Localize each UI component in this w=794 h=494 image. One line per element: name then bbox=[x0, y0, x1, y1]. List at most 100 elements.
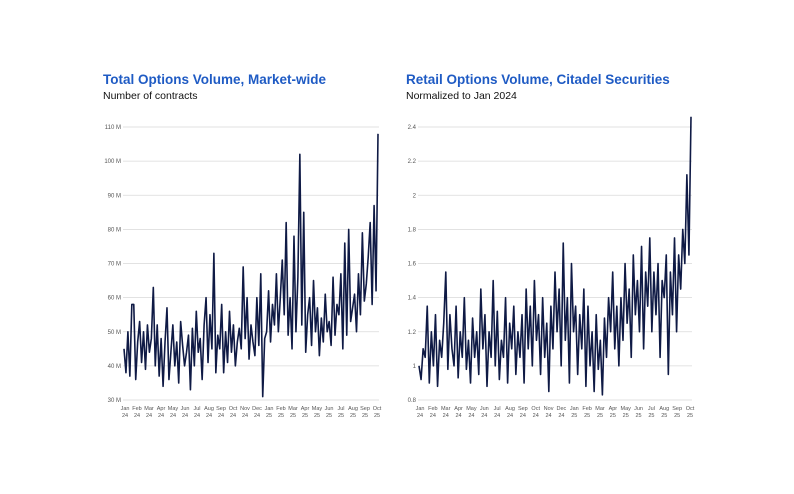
x-tick-label-month: Jun bbox=[634, 406, 643, 412]
chart-title: Total Options Volume, Market-wide bbox=[103, 72, 327, 87]
x-tick-label-month: May bbox=[168, 406, 179, 412]
y-tick-label: 1.6 bbox=[408, 262, 417, 268]
x-tick-label-year: 24 bbox=[546, 413, 552, 419]
x-tick-label-year: 24 bbox=[182, 413, 188, 419]
x-tick-label-year: 24 bbox=[146, 413, 152, 419]
x-tick-label-year: 25 bbox=[326, 413, 332, 419]
x-tick-label-year: 25 bbox=[584, 413, 590, 419]
y-tick-label: 110 M bbox=[105, 125, 121, 131]
x-tick-label-year: 25 bbox=[350, 413, 356, 419]
x-tick-label-year: 25 bbox=[610, 413, 616, 419]
x-tick-label-year: 24 bbox=[194, 413, 200, 419]
x-tick-label-year: 25 bbox=[302, 413, 308, 419]
x-tick-label-year: 25 bbox=[597, 413, 603, 419]
x-tick-label-month: Sep bbox=[216, 406, 226, 412]
x-tick-label-year: 25 bbox=[571, 413, 577, 419]
x-tick-label-year: 24 bbox=[158, 413, 164, 419]
x-tick-label-year: 25 bbox=[636, 413, 642, 419]
x-tick-label-year: 25 bbox=[674, 413, 680, 419]
x-tick-label-year: 24 bbox=[170, 413, 176, 419]
x-tick-label-month: Apr bbox=[157, 406, 166, 412]
x-tick-label-year: 25 bbox=[374, 413, 380, 419]
chart-subtitle: Normalized to Jan 2024 bbox=[406, 90, 517, 102]
y-tick-label: 90 M bbox=[108, 193, 121, 199]
y-tick-label: 100 M bbox=[104, 159, 121, 165]
x-tick-label-month: Sep bbox=[360, 406, 370, 412]
x-tick-label-year: 25 bbox=[266, 413, 272, 419]
x-tick-label-month: Jun bbox=[325, 406, 334, 412]
x-tick-label-year: 24 bbox=[122, 413, 128, 419]
x-tick-label-month: Jan bbox=[265, 406, 274, 412]
x-tick-label-month: Nov bbox=[240, 406, 250, 412]
y-tick-label: 0.8 bbox=[408, 398, 417, 404]
x-tick-label-month: Jul bbox=[648, 406, 655, 412]
x-tick-label-month: Aug bbox=[204, 406, 214, 412]
chart-panel-market-wide: Total Options Volume, Market-wide Number… bbox=[103, 0, 403, 494]
x-tick-label-month: Mar bbox=[288, 406, 298, 412]
x-tick-label-year: 25 bbox=[314, 413, 320, 419]
x-tick-label-month: Apr bbox=[301, 406, 310, 412]
y-tick-label: 2.4 bbox=[408, 125, 417, 131]
y-tick-label: 80 M bbox=[108, 227, 121, 233]
x-tick-label-month: Apr bbox=[609, 406, 618, 412]
x-tick-label-month: Feb bbox=[582, 406, 591, 412]
x-tick-label-year: 24 bbox=[468, 413, 474, 419]
y-tick-label: 1.2 bbox=[408, 330, 417, 336]
y-tick-label: 2.2 bbox=[408, 159, 417, 165]
x-tick-label-year: 24 bbox=[494, 413, 500, 419]
x-tick-label-month: Feb bbox=[428, 406, 437, 412]
x-tick-label-month: Dec bbox=[252, 406, 262, 412]
series-line bbox=[418, 116, 692, 396]
x-tick-label-month: May bbox=[621, 406, 632, 412]
x-tick-label-month: Oct bbox=[531, 406, 540, 412]
x-tick-label-month: Oct bbox=[373, 406, 382, 412]
x-tick-label-year: 25 bbox=[648, 413, 654, 419]
x-tick-label-month: May bbox=[466, 406, 477, 412]
x-tick-label-month: Jul bbox=[337, 406, 344, 412]
x-tick-label-year: 24 bbox=[520, 413, 526, 419]
x-tick-label-month: Apr bbox=[454, 406, 463, 412]
x-tick-label-year: 25 bbox=[278, 413, 284, 419]
x-tick-label-month: Jun bbox=[480, 406, 489, 412]
y-tick-label: 1.4 bbox=[408, 296, 417, 302]
chart-panel-citadel-retail: Retail Options Volume, Citadel Securitie… bbox=[406, 0, 706, 494]
x-tick-label-year: 24 bbox=[230, 413, 236, 419]
x-tick-label-year: 24 bbox=[443, 413, 449, 419]
x-tick-label-year: 25 bbox=[623, 413, 629, 419]
y-tick-label: 30 M bbox=[108, 398, 121, 404]
x-tick-label-year: 25 bbox=[338, 413, 344, 419]
y-tick-label: 1.8 bbox=[408, 227, 417, 233]
x-tick-label-year: 24 bbox=[533, 413, 539, 419]
x-tick-label-month: Jan bbox=[121, 406, 130, 412]
x-tick-label-month: Aug bbox=[659, 406, 669, 412]
x-tick-label-month: Jun bbox=[181, 406, 190, 412]
x-tick-label-year: 24 bbox=[430, 413, 436, 419]
y-tick-label: 60 M bbox=[108, 296, 121, 302]
x-tick-label-year: 24 bbox=[242, 413, 248, 419]
x-tick-label-year: 24 bbox=[134, 413, 140, 419]
x-tick-label-month: Jul bbox=[193, 406, 200, 412]
x-tick-label-year: 24 bbox=[507, 413, 513, 419]
x-tick-label-month: Jul bbox=[494, 406, 501, 412]
x-tick-label-month: Sep bbox=[518, 406, 528, 412]
y-tick-label: 1 bbox=[413, 364, 417, 370]
x-tick-label-month: Feb bbox=[132, 406, 141, 412]
x-tick-label-year: 24 bbox=[206, 413, 212, 419]
x-tick-label-month: Jan bbox=[570, 406, 579, 412]
x-tick-label-year: 25 bbox=[661, 413, 667, 419]
x-tick-label-month: Feb bbox=[276, 406, 285, 412]
y-tick-label: 50 M bbox=[108, 330, 121, 336]
x-tick-label-year: 24 bbox=[417, 413, 423, 419]
x-tick-label-year: 24 bbox=[558, 413, 564, 419]
x-tick-label-month: Nov bbox=[544, 406, 554, 412]
chart-title: Retail Options Volume, Citadel Securitie… bbox=[406, 72, 670, 87]
x-tick-label-year: 24 bbox=[481, 413, 487, 419]
y-tick-label: 70 M bbox=[108, 262, 121, 268]
x-tick-label-month: Oct bbox=[229, 406, 238, 412]
x-tick-label-month: Dec bbox=[557, 406, 567, 412]
x-tick-label-month: Sep bbox=[672, 406, 682, 412]
x-tick-label-year: 25 bbox=[290, 413, 296, 419]
x-tick-label-year: 24 bbox=[254, 413, 260, 419]
x-tick-label-year: 25 bbox=[362, 413, 368, 419]
